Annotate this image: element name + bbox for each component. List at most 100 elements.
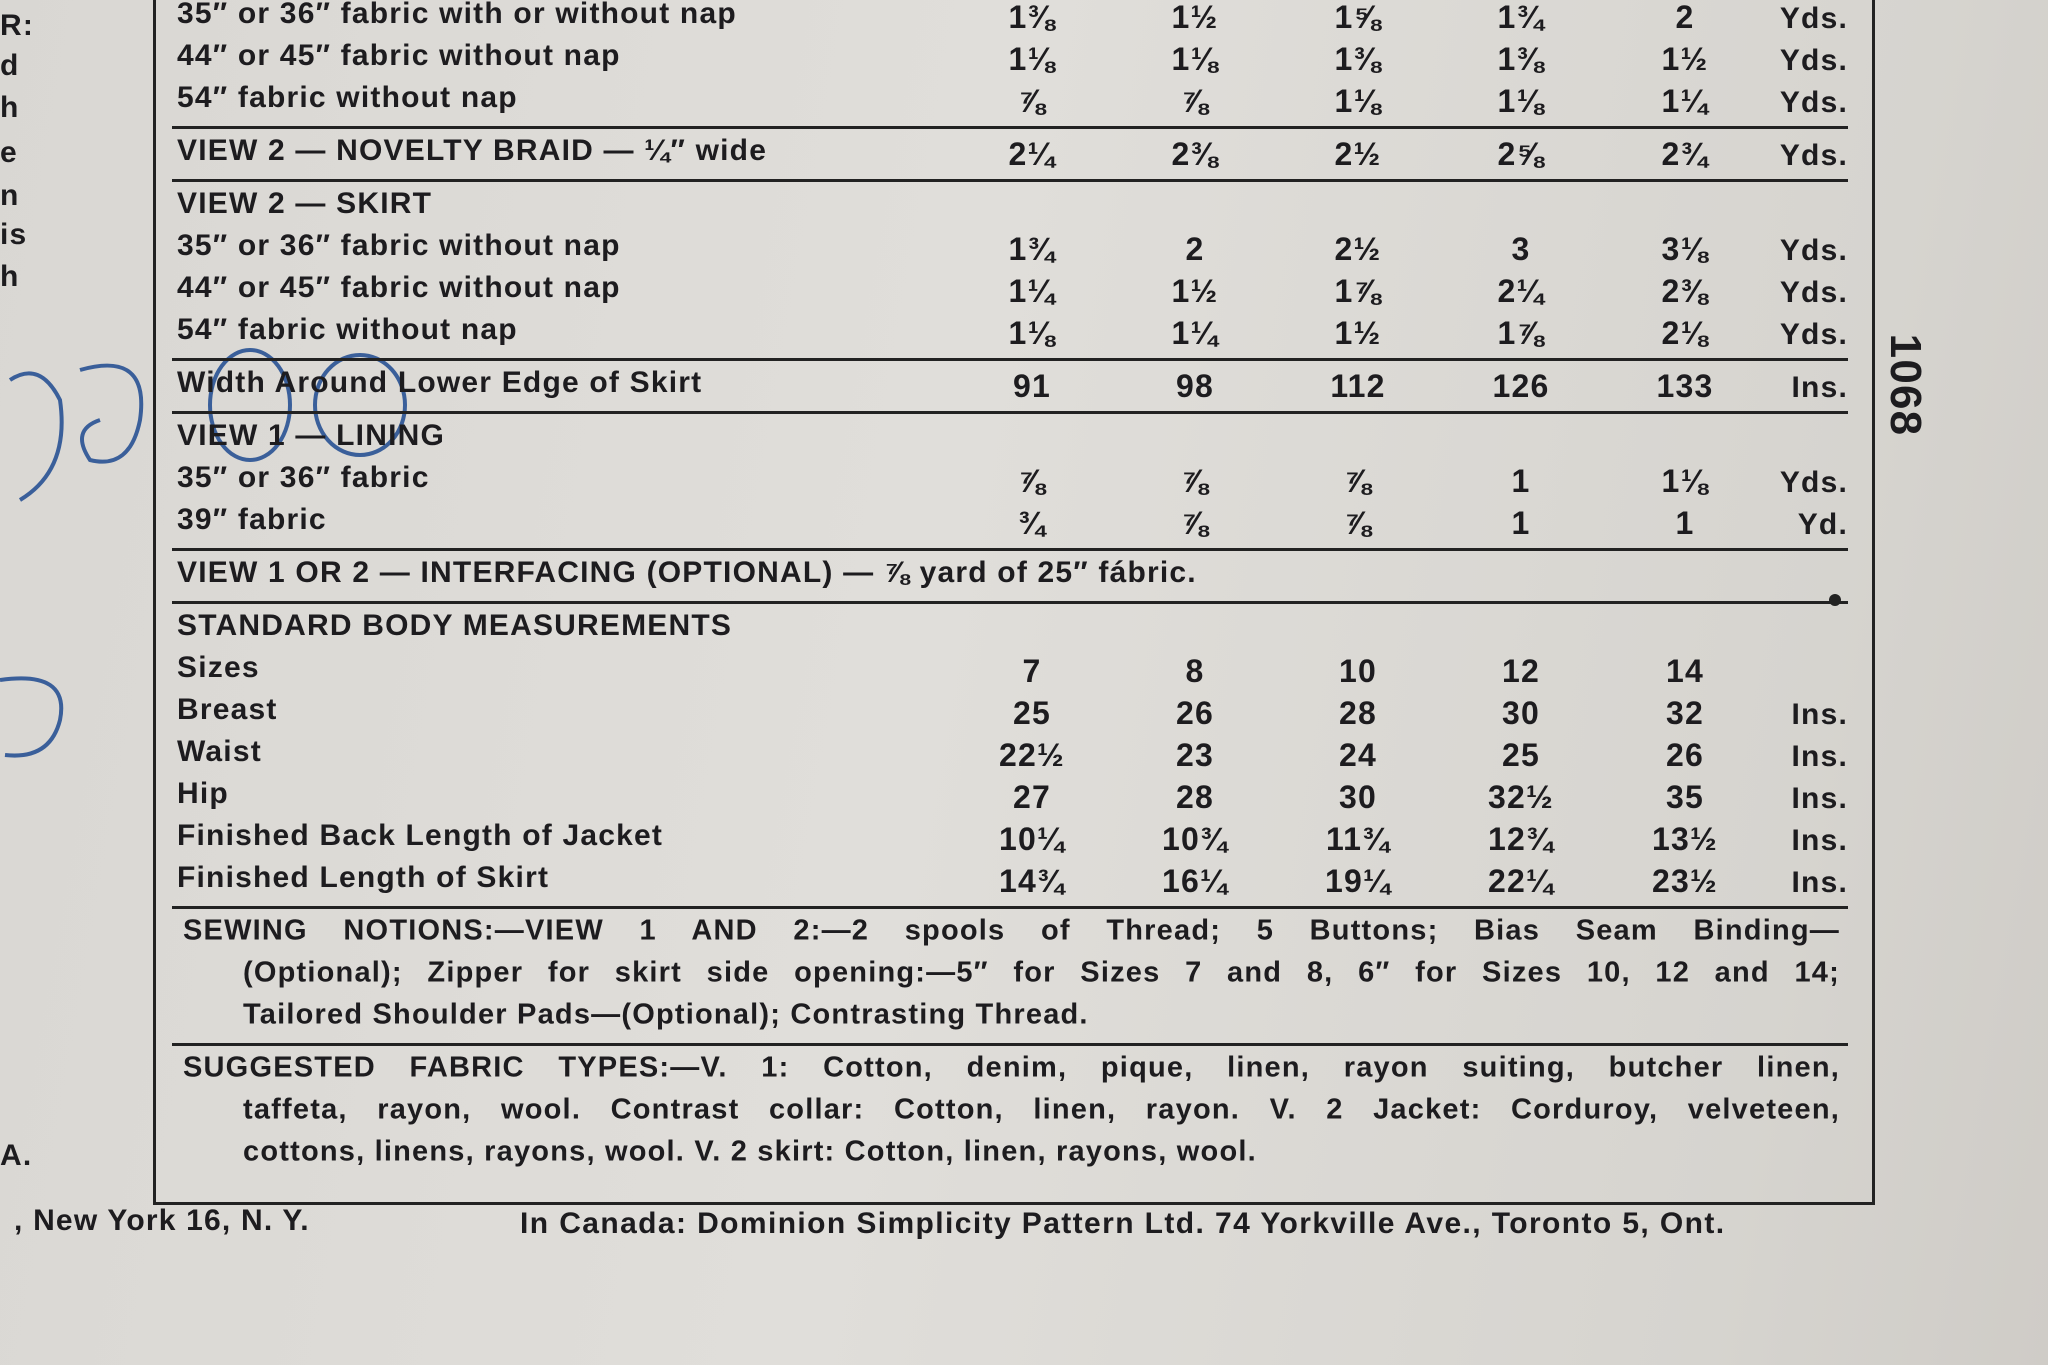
row-value: 3: [1511, 231, 1531, 267]
row-value: 26: [1176, 695, 1214, 731]
pattern-number: 1068: [1881, 333, 1930, 437]
row-value: 1⅛: [1008, 41, 1056, 77]
row-value: 13½: [1652, 821, 1718, 857]
paragraph-line: SUGGESTED FABRIC TYPES:—V. 1: Cotton, de…: [183, 1051, 1840, 1084]
section-rule: [172, 548, 1848, 551]
row-unit: Ins.: [1791, 866, 1848, 899]
row-value: ⅞: [1181, 83, 1209, 119]
row-label: 44″ or 45″ fabric without nap: [177, 39, 621, 72]
section-rule: [172, 906, 1848, 909]
row-value: 1: [1511, 463, 1531, 499]
row-value: 1⅝: [1334, 0, 1382, 35]
row-value: 26: [1666, 737, 1704, 773]
row-value: 32: [1666, 695, 1704, 731]
row-value: 8: [1185, 653, 1205, 689]
row-value: 98: [1176, 368, 1214, 404]
row-value: 1⅛: [1497, 83, 1545, 119]
row-value: 133: [1656, 368, 1714, 404]
paragraph-line: SEWING NOTIONS:—VIEW 1 AND 2:—2 spools o…: [183, 914, 1840, 947]
row-label: Finished Length of Skirt: [177, 861, 550, 894]
section-heading: VIEW 1 — LINING: [177, 419, 446, 452]
row-value: 30: [1339, 779, 1377, 815]
row-value: 1⅜: [1334, 41, 1382, 77]
row-unit: Yds.: [1779, 44, 1848, 77]
row-value: 3⅛: [1661, 231, 1709, 267]
margin-fragment: e: [0, 136, 18, 169]
row-label: Width Around Lower Edge of Skirt: [177, 366, 703, 399]
paragraph-line: (Optional); Zipper for skirt side openin…: [243, 956, 1840, 989]
row-value: 7: [1022, 653, 1042, 689]
row-value: 12¾: [1488, 821, 1554, 857]
row-label: VIEW 2 — NOVELTY BRAID — ¼″ wide: [177, 134, 768, 167]
row-value: ⅞: [1344, 463, 1372, 499]
row-value: 1¼: [1661, 83, 1709, 119]
row-unit: Yds.: [1779, 2, 1848, 35]
row-unit: Yds.: [1779, 234, 1848, 267]
row-label: 35″ or 36″ fabric without nap: [177, 229, 621, 262]
row-unit: Ins.: [1791, 824, 1848, 857]
row-value: 1½: [1171, 273, 1219, 309]
row-unit: Yds.: [1779, 318, 1848, 351]
section-heading: STANDARD BODY MEASUREMENTS: [177, 609, 733, 642]
margin-fragment: h: [0, 91, 20, 124]
row-value: 2½: [1334, 136, 1382, 172]
row-label: 54″ fabric without nap: [177, 81, 518, 114]
row-label: 44″ or 45″ fabric without nap: [177, 271, 621, 304]
row-value: 12: [1502, 653, 1540, 689]
row-value: 22½: [999, 737, 1065, 773]
row-label: 54″ fabric without nap: [177, 313, 518, 346]
margin-fragment: h: [0, 260, 20, 293]
row-value: 1: [1675, 505, 1695, 541]
section-heading: VIEW 1 OR 2 — INTERFACING (OPTIONAL) — ⅞…: [177, 556, 1197, 589]
row-label: 39″ fabric: [177, 503, 327, 536]
row-value: 1⅛: [1334, 83, 1382, 119]
row-value: 10¼: [999, 821, 1065, 857]
row-label: Sizes: [177, 651, 260, 684]
margin-fragment: n: [0, 179, 20, 212]
section-rule: [172, 126, 1848, 129]
row-value: 25: [1502, 737, 1540, 773]
row-value: 1⅜: [1008, 0, 1056, 35]
row-value: 2¼: [1497, 273, 1545, 309]
row-value: 19¼: [1325, 863, 1391, 899]
row-value: 10¾: [1162, 821, 1228, 857]
row-value: 2: [1675, 0, 1695, 35]
row-label: Waist: [177, 735, 262, 768]
row-value: ¾: [1018, 505, 1046, 541]
section-rule: [172, 179, 1848, 182]
row-label: 35″ or 36″ fabric with or without nap: [177, 0, 737, 30]
bottom-border: [153, 1202, 1875, 1205]
margin-fragment: is: [0, 218, 28, 251]
row-value: 24: [1339, 737, 1377, 773]
row-value: 2¾: [1661, 136, 1709, 172]
row-label: Hip: [177, 777, 229, 810]
row-value: 112: [1330, 368, 1386, 404]
row-value: 23½: [1652, 863, 1718, 899]
row-value: 1½: [1334, 315, 1382, 351]
row-value: 2: [1185, 231, 1205, 267]
row-unit: Yds.: [1779, 139, 1848, 172]
row-value: 28: [1176, 779, 1214, 815]
row-label: Finished Back Length of Jacket: [177, 819, 664, 852]
row-value: 32½: [1488, 779, 1554, 815]
section-rule: [172, 358, 1848, 361]
row-value: 22¼: [1488, 863, 1554, 899]
margin-fragment: d: [0, 49, 20, 82]
row-value: 1½: [1661, 41, 1709, 77]
footer-left: , New York 16, N. Y.: [14, 1204, 310, 1237]
row-value: 1⅞: [1334, 273, 1382, 309]
margin-fragment: A.: [0, 1139, 33, 1172]
paragraph-line: taffeta, rayon, wool. Contrast collar: C…: [243, 1093, 1840, 1126]
row-value: 2⅜: [1661, 273, 1709, 309]
row-value: 28: [1339, 695, 1377, 731]
row-unit: Ins.: [1791, 698, 1848, 731]
row-value: 25: [1013, 695, 1051, 731]
row-value: 30: [1502, 695, 1540, 731]
row-value: 1⅛: [1171, 41, 1219, 77]
row-value: ⅞: [1018, 463, 1046, 499]
row-value: 1¾: [1008, 231, 1056, 267]
row-value: 23: [1176, 737, 1214, 773]
row-value: 2¼: [1008, 136, 1056, 172]
row-value: 2½: [1334, 231, 1382, 267]
